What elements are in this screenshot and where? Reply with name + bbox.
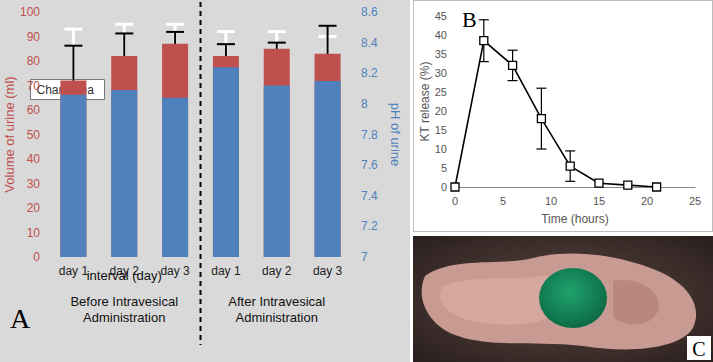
svg-text:pH of urine: pH of urine	[388, 103, 403, 167]
svg-text:20: 20	[27, 201, 41, 215]
svg-text:8.4: 8.4	[361, 36, 378, 50]
svg-text:10: 10	[27, 226, 41, 240]
svg-text:7.2: 7.2	[361, 219, 378, 233]
svg-text:day 3: day 3	[313, 264, 343, 278]
svg-text:100: 100	[20, 5, 40, 19]
svg-text:90: 90	[27, 30, 41, 44]
svg-text:10: 10	[435, 143, 447, 155]
svg-text:60: 60	[27, 103, 41, 117]
svg-text:A: A	[10, 303, 31, 334]
svg-text:8.6: 8.6	[361, 5, 378, 19]
svg-text:C: C	[692, 338, 705, 360]
svg-text:0: 0	[33, 250, 40, 264]
svg-text:7.8: 7.8	[361, 128, 378, 142]
svg-text:15: 15	[593, 195, 605, 207]
svg-text:day 2: day 2	[262, 264, 292, 278]
svg-text:7.6: 7.6	[361, 158, 378, 172]
svg-text:15: 15	[435, 124, 447, 136]
svg-text:35: 35	[435, 48, 447, 60]
svg-text:day 3: day 3	[160, 264, 190, 278]
svg-text:day 1: day 1	[211, 264, 241, 278]
svg-text:25: 25	[435, 86, 447, 98]
svg-text:40: 40	[27, 152, 41, 166]
svg-text:8: 8	[361, 97, 368, 111]
svg-text:40: 40	[435, 29, 447, 41]
svg-text:day 1: day 1	[59, 264, 89, 278]
svg-text:25: 25	[689, 195, 701, 207]
svg-text:0: 0	[441, 181, 447, 193]
svg-text:day 2: day 2	[110, 264, 140, 278]
svg-text:Time (hours): Time (hours)	[541, 212, 609, 226]
svg-text:Volume of urine (ml): Volume of urine (ml)	[2, 76, 17, 192]
svg-text:8.2: 8.2	[361, 66, 378, 80]
svg-text:7: 7	[361, 250, 368, 264]
svg-text:30: 30	[435, 67, 447, 79]
svg-text:5: 5	[441, 162, 447, 174]
svg-text:5: 5	[500, 195, 506, 207]
svg-text:7.4: 7.4	[361, 189, 378, 203]
svg-text:45: 45	[435, 10, 447, 22]
svg-text:30: 30	[27, 177, 41, 191]
svg-text:20: 20	[641, 195, 653, 207]
svg-text:80: 80	[27, 54, 41, 68]
svg-text:50: 50	[27, 128, 41, 142]
svg-text:B: B	[462, 7, 477, 32]
svg-text:70: 70	[27, 79, 41, 93]
svg-text:KT release (%): KT release (%)	[418, 62, 432, 142]
svg-text:10: 10	[545, 195, 557, 207]
svg-text:0: 0	[452, 195, 458, 207]
svg-text:20: 20	[435, 105, 447, 117]
